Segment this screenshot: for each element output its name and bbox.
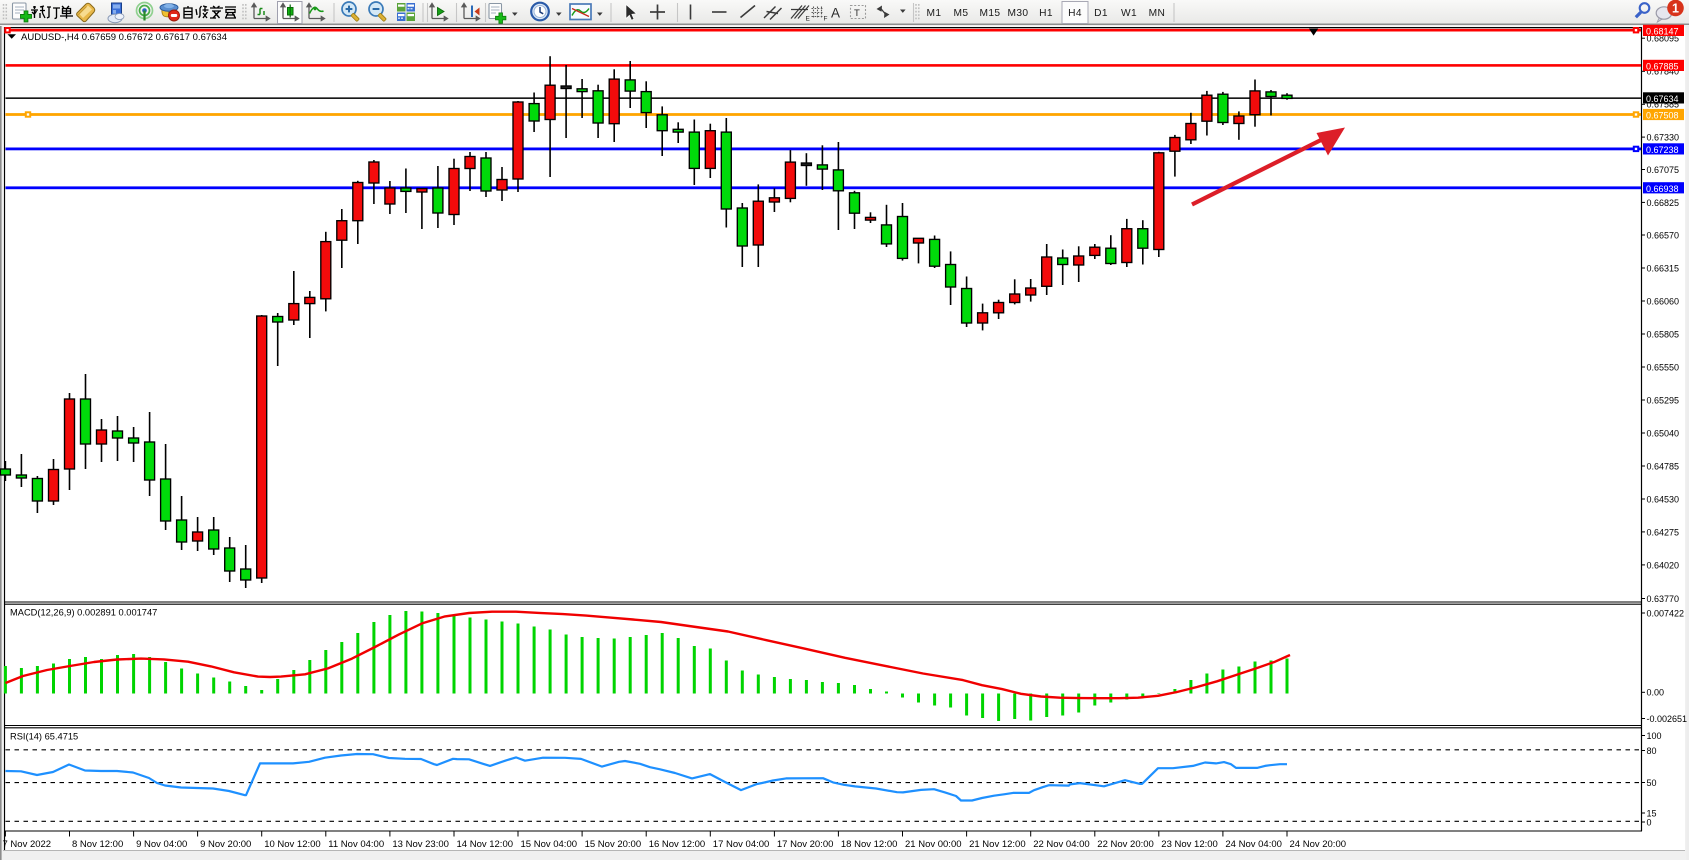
svg-text:M30: M30 xyxy=(1007,8,1028,19)
svg-text:H1: H1 xyxy=(1039,8,1053,19)
svg-text:15 Nov 20:00: 15 Nov 20:00 xyxy=(585,839,642,850)
svg-text:10 Nov 12:00: 10 Nov 12:00 xyxy=(264,839,321,850)
svg-text:0.66060: 0.66060 xyxy=(1647,296,1680,306)
svg-text:15 Nov 04:00: 15 Nov 04:00 xyxy=(521,839,578,850)
svg-text:24 Nov 04:00: 24 Nov 04:00 xyxy=(1225,839,1282,850)
svg-text:0.00: 0.00 xyxy=(1647,688,1665,698)
svg-text:7 Nov 2022: 7 Nov 2022 xyxy=(3,839,52,850)
svg-text:0.66938: 0.66938 xyxy=(1646,184,1679,194)
svg-text:24 Nov 20:00: 24 Nov 20:00 xyxy=(1290,839,1347,850)
svg-text:15: 15 xyxy=(1647,808,1657,818)
svg-text:18 Nov 12:00: 18 Nov 12:00 xyxy=(841,839,898,850)
svg-text:0.67585: 0.67585 xyxy=(1647,100,1680,110)
svg-text:M1: M1 xyxy=(927,8,942,19)
svg-text:T: T xyxy=(854,8,860,19)
svg-text:0.67885: 0.67885 xyxy=(1646,62,1679,72)
svg-text:11 Nov 04:00: 11 Nov 04:00 xyxy=(328,839,384,850)
svg-text:-0.002651: -0.002651 xyxy=(1647,714,1688,724)
svg-text:RSI(14) 65.4715: RSI(14) 65.4715 xyxy=(10,732,78,742)
svg-text:13 Nov 23:00: 13 Nov 23:00 xyxy=(392,839,449,850)
svg-text:80: 80 xyxy=(1647,746,1657,756)
svg-text:0.64020: 0.64020 xyxy=(1647,560,1680,570)
svg-text:0.65805: 0.65805 xyxy=(1647,329,1680,339)
svg-text:D1: D1 xyxy=(1094,8,1108,19)
svg-text:0.65040: 0.65040 xyxy=(1647,428,1680,438)
svg-text:22 Nov 04:00: 22 Nov 04:00 xyxy=(1033,839,1090,850)
svg-text:0.67330: 0.67330 xyxy=(1647,133,1680,143)
svg-text:0.007422: 0.007422 xyxy=(1647,608,1685,618)
svg-text:E: E xyxy=(806,16,811,23)
svg-text:0.67634: 0.67634 xyxy=(1646,94,1679,104)
svg-text:100: 100 xyxy=(1647,731,1662,741)
svg-text:22 Nov 20:00: 22 Nov 20:00 xyxy=(1097,839,1154,850)
svg-text:0.68095: 0.68095 xyxy=(1647,34,1680,44)
svg-text:0.67508: 0.67508 xyxy=(1646,111,1679,121)
svg-text:M5: M5 xyxy=(954,8,969,19)
svg-text:M15: M15 xyxy=(979,8,1000,19)
svg-text:9 Nov 04:00: 9 Nov 04:00 xyxy=(136,839,187,850)
svg-text:21 Nov 12:00: 21 Nov 12:00 xyxy=(969,839,1026,850)
svg-text:0.66570: 0.66570 xyxy=(1647,230,1680,240)
svg-text:0.66825: 0.66825 xyxy=(1647,198,1680,208)
svg-text:0.64275: 0.64275 xyxy=(1647,527,1680,537)
svg-text:0: 0 xyxy=(1647,817,1652,827)
svg-text:0.64785: 0.64785 xyxy=(1647,461,1680,471)
svg-text:14 Nov 12:00: 14 Nov 12:00 xyxy=(457,839,514,850)
svg-text:A: A xyxy=(831,6,840,21)
svg-text:AUDUSD-,H4 0.67659 0.67672 0.: AUDUSD-,H4 0.67659 0.67672 0.67617 0.676… xyxy=(21,32,227,43)
svg-text:MN: MN xyxy=(1149,8,1166,19)
svg-text:MACD(12,26,9) 0.002891 0.00174: MACD(12,26,9) 0.002891 0.001747 xyxy=(10,608,157,618)
svg-text:0.68147: 0.68147 xyxy=(1646,27,1679,37)
svg-text:16 Nov 12:00: 16 Nov 12:00 xyxy=(649,839,706,850)
svg-text:0.66315: 0.66315 xyxy=(1647,263,1680,273)
svg-text:W1: W1 xyxy=(1121,8,1137,19)
svg-text:8 Nov 12:00: 8 Nov 12:00 xyxy=(72,839,123,850)
svg-text:23 Nov 12:00: 23 Nov 12:00 xyxy=(1161,839,1218,850)
svg-text:0.67238: 0.67238 xyxy=(1646,145,1679,155)
svg-text:F: F xyxy=(824,16,828,23)
svg-text:1: 1 xyxy=(1672,1,1679,15)
svg-text:21 Nov 00:00: 21 Nov 00:00 xyxy=(905,839,962,850)
svg-text:0.64530: 0.64530 xyxy=(1647,494,1680,504)
svg-text:9 Nov 20:00: 9 Nov 20:00 xyxy=(200,839,251,850)
svg-text:0.67840: 0.67840 xyxy=(1647,67,1680,77)
svg-text:0.67075: 0.67075 xyxy=(1647,165,1680,175)
svg-text:50: 50 xyxy=(1647,778,1657,788)
svg-text:17 Nov 20:00: 17 Nov 20:00 xyxy=(777,839,834,850)
svg-text:0.63770: 0.63770 xyxy=(1647,594,1680,604)
svg-text:17 Nov 04:00: 17 Nov 04:00 xyxy=(713,839,770,850)
svg-text:0.65295: 0.65295 xyxy=(1647,395,1680,405)
svg-text:H4: H4 xyxy=(1068,8,1082,19)
svg-text:0.65550: 0.65550 xyxy=(1647,362,1680,372)
